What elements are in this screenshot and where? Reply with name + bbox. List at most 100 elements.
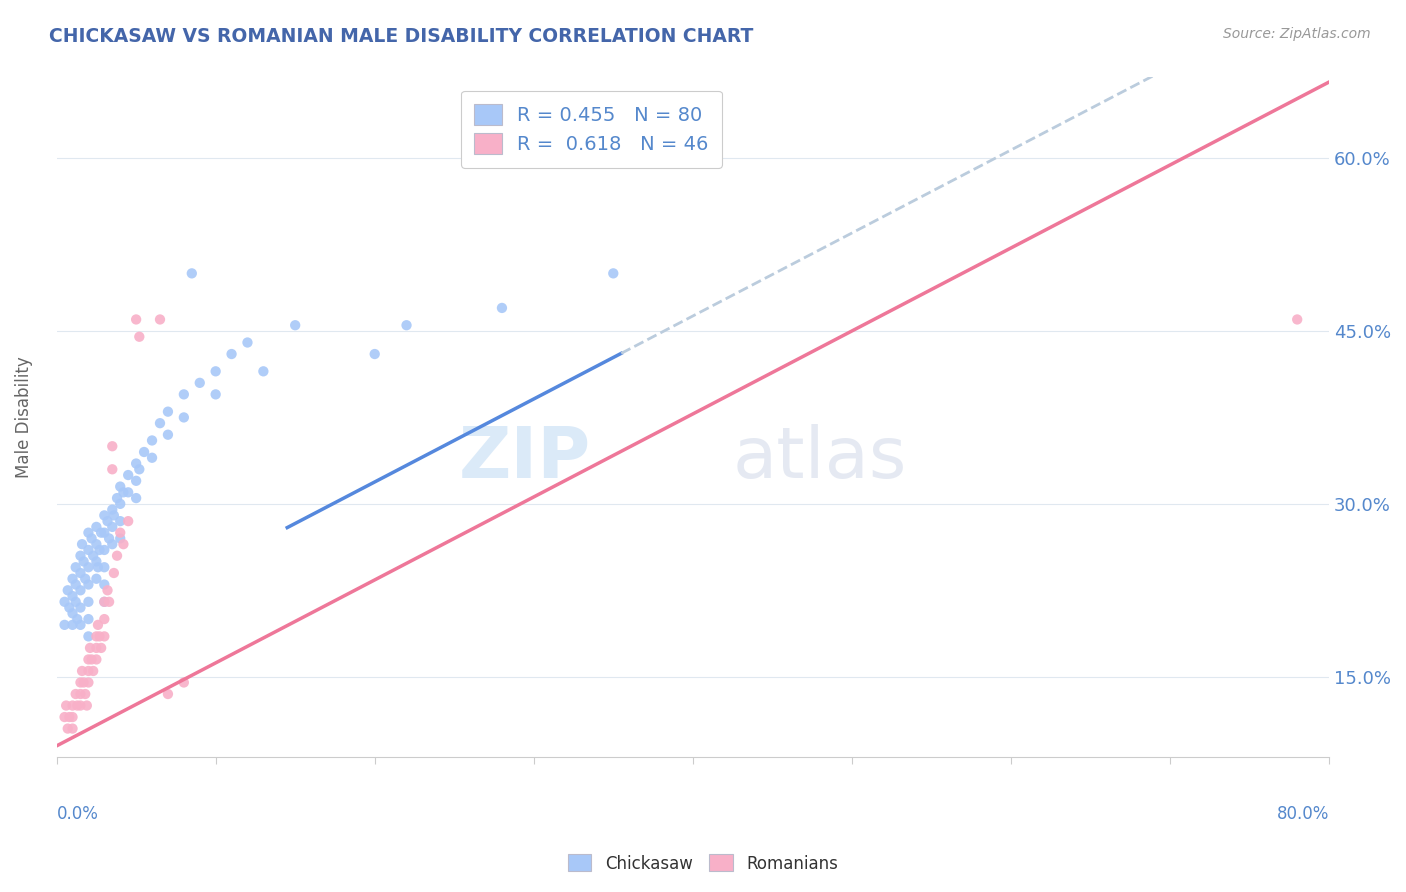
- Point: [79, 640, 101, 655]
- Point: [58, 600, 80, 615]
- Point: [173, 387, 195, 401]
- Point: [87, 618, 110, 632]
- Point: [204, 387, 226, 401]
- Point: [96, 514, 118, 528]
- Point: [65, 577, 87, 591]
- Point: [75, 687, 97, 701]
- Point: [93, 612, 115, 626]
- Point: [364, 347, 387, 361]
- Point: [128, 330, 150, 344]
- Point: [90, 525, 112, 540]
- Point: [112, 485, 135, 500]
- Point: [72, 554, 94, 568]
- Point: [62, 607, 84, 621]
- Point: [125, 491, 148, 505]
- Point: [69, 618, 91, 632]
- Point: [125, 312, 148, 326]
- Point: [86, 652, 108, 666]
- Point: [56, 583, 79, 598]
- Point: [101, 439, 124, 453]
- Legend: Chickasaw, Romanians: Chickasaw, Romanians: [561, 847, 845, 880]
- Point: [98, 532, 121, 546]
- Point: [110, 514, 132, 528]
- Point: [65, 595, 87, 609]
- Point: [117, 468, 139, 483]
- Point: [141, 450, 163, 465]
- Point: [93, 629, 115, 643]
- Point: [602, 266, 624, 280]
- Point: [491, 301, 513, 315]
- Point: [93, 525, 115, 540]
- Point: [82, 664, 104, 678]
- Text: 0.0%: 0.0%: [56, 805, 98, 823]
- Point: [53, 595, 76, 609]
- Point: [70, 537, 93, 551]
- Point: [173, 675, 195, 690]
- Point: [101, 520, 124, 534]
- Y-axis label: Male Disability: Male Disability: [15, 357, 32, 478]
- Point: [284, 318, 307, 333]
- Point: [117, 514, 139, 528]
- Point: [149, 416, 172, 430]
- Point: [125, 474, 148, 488]
- Point: [80, 652, 103, 666]
- Point: [69, 600, 91, 615]
- Point: [58, 710, 80, 724]
- Point: [69, 687, 91, 701]
- Point: [89, 629, 111, 643]
- Point: [62, 572, 84, 586]
- Point: [110, 525, 132, 540]
- Point: [86, 629, 108, 643]
- Point: [89, 543, 111, 558]
- Point: [103, 566, 125, 580]
- Point: [156, 687, 179, 701]
- Point: [93, 595, 115, 609]
- Point: [87, 560, 110, 574]
- Point: [105, 549, 128, 563]
- Point: [110, 479, 132, 493]
- Point: [101, 502, 124, 516]
- Point: [1286, 312, 1309, 326]
- Text: 80.0%: 80.0%: [1277, 805, 1329, 823]
- Point: [105, 491, 128, 505]
- Point: [173, 410, 195, 425]
- Point: [93, 595, 115, 609]
- Point: [128, 462, 150, 476]
- Point: [77, 560, 100, 574]
- Point: [110, 497, 132, 511]
- Point: [93, 577, 115, 591]
- Point: [69, 675, 91, 690]
- Point: [70, 664, 93, 678]
- Point: [96, 583, 118, 598]
- Point: [86, 640, 108, 655]
- Point: [125, 457, 148, 471]
- Point: [69, 566, 91, 580]
- Text: Source: ZipAtlas.com: Source: ZipAtlas.com: [1223, 27, 1371, 41]
- Point: [101, 537, 124, 551]
- Point: [98, 595, 121, 609]
- Point: [62, 618, 84, 632]
- Point: [77, 543, 100, 558]
- Text: ZIP: ZIP: [458, 424, 591, 492]
- Point: [90, 640, 112, 655]
- Point: [395, 318, 418, 333]
- Point: [86, 520, 108, 534]
- Point: [76, 698, 98, 713]
- Point: [112, 537, 135, 551]
- Point: [86, 572, 108, 586]
- Point: [62, 722, 84, 736]
- Point: [180, 266, 202, 280]
- Point: [188, 376, 211, 390]
- Text: atlas: atlas: [733, 424, 907, 492]
- Point: [77, 675, 100, 690]
- Point: [62, 589, 84, 603]
- Point: [56, 722, 79, 736]
- Point: [72, 675, 94, 690]
- Point: [204, 364, 226, 378]
- Point: [53, 618, 76, 632]
- Point: [93, 543, 115, 558]
- Point: [156, 405, 179, 419]
- Point: [80, 532, 103, 546]
- Point: [62, 710, 84, 724]
- Point: [62, 698, 84, 713]
